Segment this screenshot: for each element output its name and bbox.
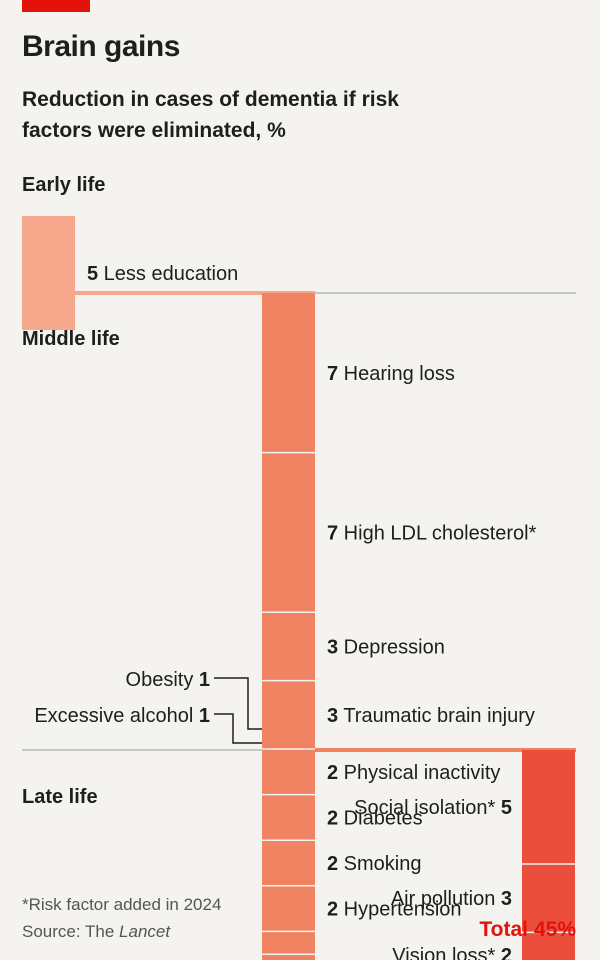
bar-less-education: [22, 216, 75, 330]
bar-diabetes: [262, 794, 315, 841]
bar-label-traumatic-brain-injury: 3 Traumatic brain injury: [327, 705, 535, 727]
source-note: Source: The Lancet: [22, 922, 171, 941]
bar-label-physical-inactivity: 2 Physical inactivity: [327, 762, 500, 784]
group-label-middle-life: Middle life: [22, 328, 120, 350]
bar-hearing-loss: [262, 293, 315, 453]
bar-label-less-education: 5 Less education: [87, 263, 238, 285]
group-label-early-life: Early life: [22, 174, 106, 196]
chart-title: Brain gains: [22, 30, 180, 63]
bar-excessive-alcohol: [262, 954, 315, 960]
connector-middle-late: [262, 748, 576, 752]
bar-vision-loss: [522, 932, 575, 960]
bar-obesity: [262, 931, 315, 955]
group-label-late-life: Late life: [22, 786, 98, 808]
bar-physical-inactivity: [262, 749, 315, 795]
bar-label-excessive-alcohol: Excessive alcohol 1: [34, 705, 210, 727]
bar-hypertension: [262, 885, 315, 932]
bar-label-hearing-loss: 7 Hearing loss: [327, 363, 455, 385]
total-label: Total 45%: [479, 918, 576, 941]
bar-social-isolation: [522, 750, 575, 864]
bar-label-smoking: 2 Smoking: [327, 853, 422, 875]
brand-bar: [22, 0, 90, 12]
bar-high-ldl-cholesterol: [262, 452, 315, 613]
bar-label-air-pollution: Air pollution 3: [391, 888, 512, 910]
bar-traumatic-brain-injury: [262, 680, 315, 749]
bar-air-pollution: [522, 864, 575, 933]
source-name: Lancet: [119, 922, 171, 941]
bar-depression: [262, 612, 315, 681]
leader-line-obesity: [214, 677, 262, 730]
connector-early-middle: [22, 291, 315, 295]
bar-label-social-isolation: Social isolation* 5: [354, 797, 512, 819]
bar-label-hypertension: 2 Hypertension: [327, 899, 462, 921]
bar-label-diabetes: 2 Diabetes: [327, 807, 423, 829]
bar-label-depression: 3 Depression: [327, 636, 445, 658]
bar-smoking: [262, 840, 315, 886]
chart-subtitle: Reduction in cases of dementia if risk f…: [22, 88, 399, 142]
bar-label-obesity: Obesity 1: [126, 669, 210, 691]
bar-label-vision-loss: Vision loss* 2: [392, 945, 512, 960]
footnote: *Risk factor added in 2024: [22, 895, 222, 914]
bar-label-high-ldl-cholesterol: 7 High LDL cholesterol*: [327, 522, 537, 544]
leader-line-excessive-alcohol: [214, 713, 262, 744]
